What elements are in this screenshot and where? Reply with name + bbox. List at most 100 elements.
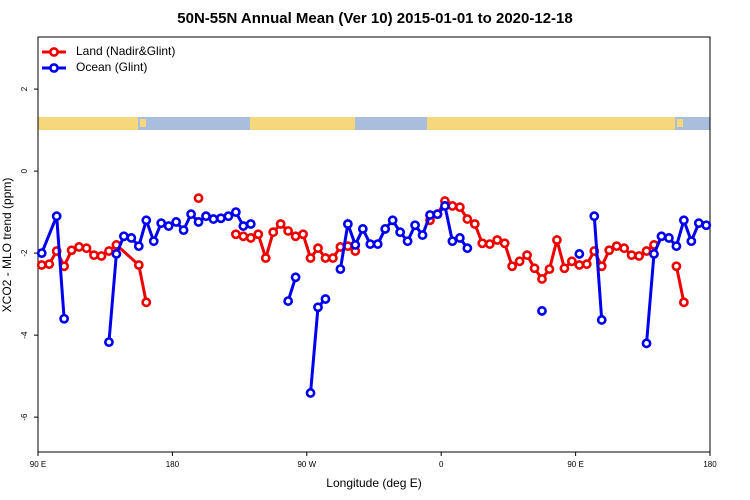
data-point — [298, 229, 308, 240]
series-line — [674, 265, 686, 303]
legend-marker — [49, 63, 59, 73]
data-point — [245, 219, 256, 229]
data-point — [320, 294, 331, 304]
data-point — [626, 250, 637, 261]
data-point — [51, 211, 62, 222]
data-point — [36, 260, 47, 270]
data-point — [141, 215, 152, 226]
data-point — [104, 246, 114, 256]
data-point — [216, 213, 226, 224]
y-tick-label: -2 — [20, 249, 29, 257]
data-point — [671, 261, 682, 272]
data-point — [133, 241, 144, 252]
data-point — [671, 241, 682, 252]
x-tick-label: 90 E — [567, 460, 583, 469]
data-point — [290, 272, 301, 283]
x-tick-label: 180 — [166, 460, 180, 469]
data-point — [492, 235, 503, 245]
data-point — [499, 238, 510, 249]
data-point — [664, 233, 674, 243]
data-point — [342, 219, 353, 229]
data-point — [566, 256, 577, 267]
data-point — [126, 233, 137, 243]
y-tick-label: -4 — [20, 331, 29, 339]
data-point — [469, 219, 480, 229]
series-line — [592, 216, 604, 321]
data-point — [552, 235, 562, 245]
data-point — [44, 259, 55, 270]
data-point — [141, 297, 152, 308]
data-point — [320, 253, 331, 263]
data-point — [193, 193, 204, 204]
data-point — [537, 306, 547, 316]
data-point — [678, 297, 689, 308]
data-point — [462, 243, 473, 254]
data-point — [260, 253, 271, 263]
y-axis-label: XCO2 - MLO trend (ppm) — [0, 178, 14, 313]
legend-label: Land (Nadir&Glint) — [76, 44, 175, 58]
land-ocean-strip — [38, 117, 710, 130]
data-point — [59, 313, 70, 324]
data-point — [253, 229, 264, 240]
data-point — [447, 201, 458, 211]
data-point — [89, 250, 99, 261]
data-point — [283, 226, 294, 236]
data-point — [313, 302, 323, 313]
data-point — [529, 263, 540, 274]
data-point — [223, 211, 234, 222]
data-point — [410, 220, 420, 231]
data-point — [290, 231, 301, 242]
land-band — [427, 117, 675, 130]
data-point — [104, 337, 114, 347]
y-tick-label: -6 — [20, 413, 29, 421]
data-point — [313, 243, 323, 254]
data-point — [507, 261, 518, 272]
data-point — [447, 236, 458, 247]
data-point — [641, 246, 652, 256]
data-point — [365, 239, 376, 249]
data-point — [417, 230, 428, 240]
data-point — [649, 249, 659, 259]
data-point — [522, 250, 532, 261]
land-band — [677, 119, 683, 127]
data-point — [380, 224, 391, 234]
data-point — [118, 231, 129, 242]
data-point — [514, 256, 525, 267]
data-point — [163, 221, 174, 231]
y-tick-label: 0 — [20, 168, 29, 173]
data-point — [440, 201, 450, 211]
data-point — [372, 239, 383, 249]
data-point — [305, 388, 316, 398]
data-point — [305, 253, 316, 263]
data-point — [275, 219, 286, 229]
plot-frame — [37, 36, 711, 453]
data-point — [544, 264, 555, 275]
data-point — [686, 236, 697, 247]
data-point — [201, 211, 211, 222]
data-point — [335, 264, 346, 275]
data-point — [283, 296, 294, 306]
data-point — [357, 224, 368, 234]
data-point — [574, 260, 585, 270]
data-point — [693, 218, 704, 229]
data-point — [208, 214, 219, 224]
data-point — [678, 215, 689, 226]
x-tick-label: 180 — [703, 460, 717, 469]
legend: Land (Nadir&Glint) Ocean (Glint) — [42, 44, 175, 74]
data-point — [193, 217, 204, 227]
data-point — [574, 249, 585, 259]
data-point — [245, 233, 256, 243]
data-point — [230, 229, 241, 240]
data-point — [596, 315, 607, 325]
data-point — [133, 260, 144, 270]
data-point — [395, 227, 406, 238]
legend-label: Ocean (Glint) — [76, 60, 147, 74]
data-point — [604, 245, 615, 256]
data-point — [462, 214, 473, 224]
land-band — [38, 117, 138, 130]
data-point — [701, 220, 712, 231]
data-point — [432, 209, 443, 220]
data-point — [537, 274, 547, 284]
data-point — [81, 243, 92, 254]
